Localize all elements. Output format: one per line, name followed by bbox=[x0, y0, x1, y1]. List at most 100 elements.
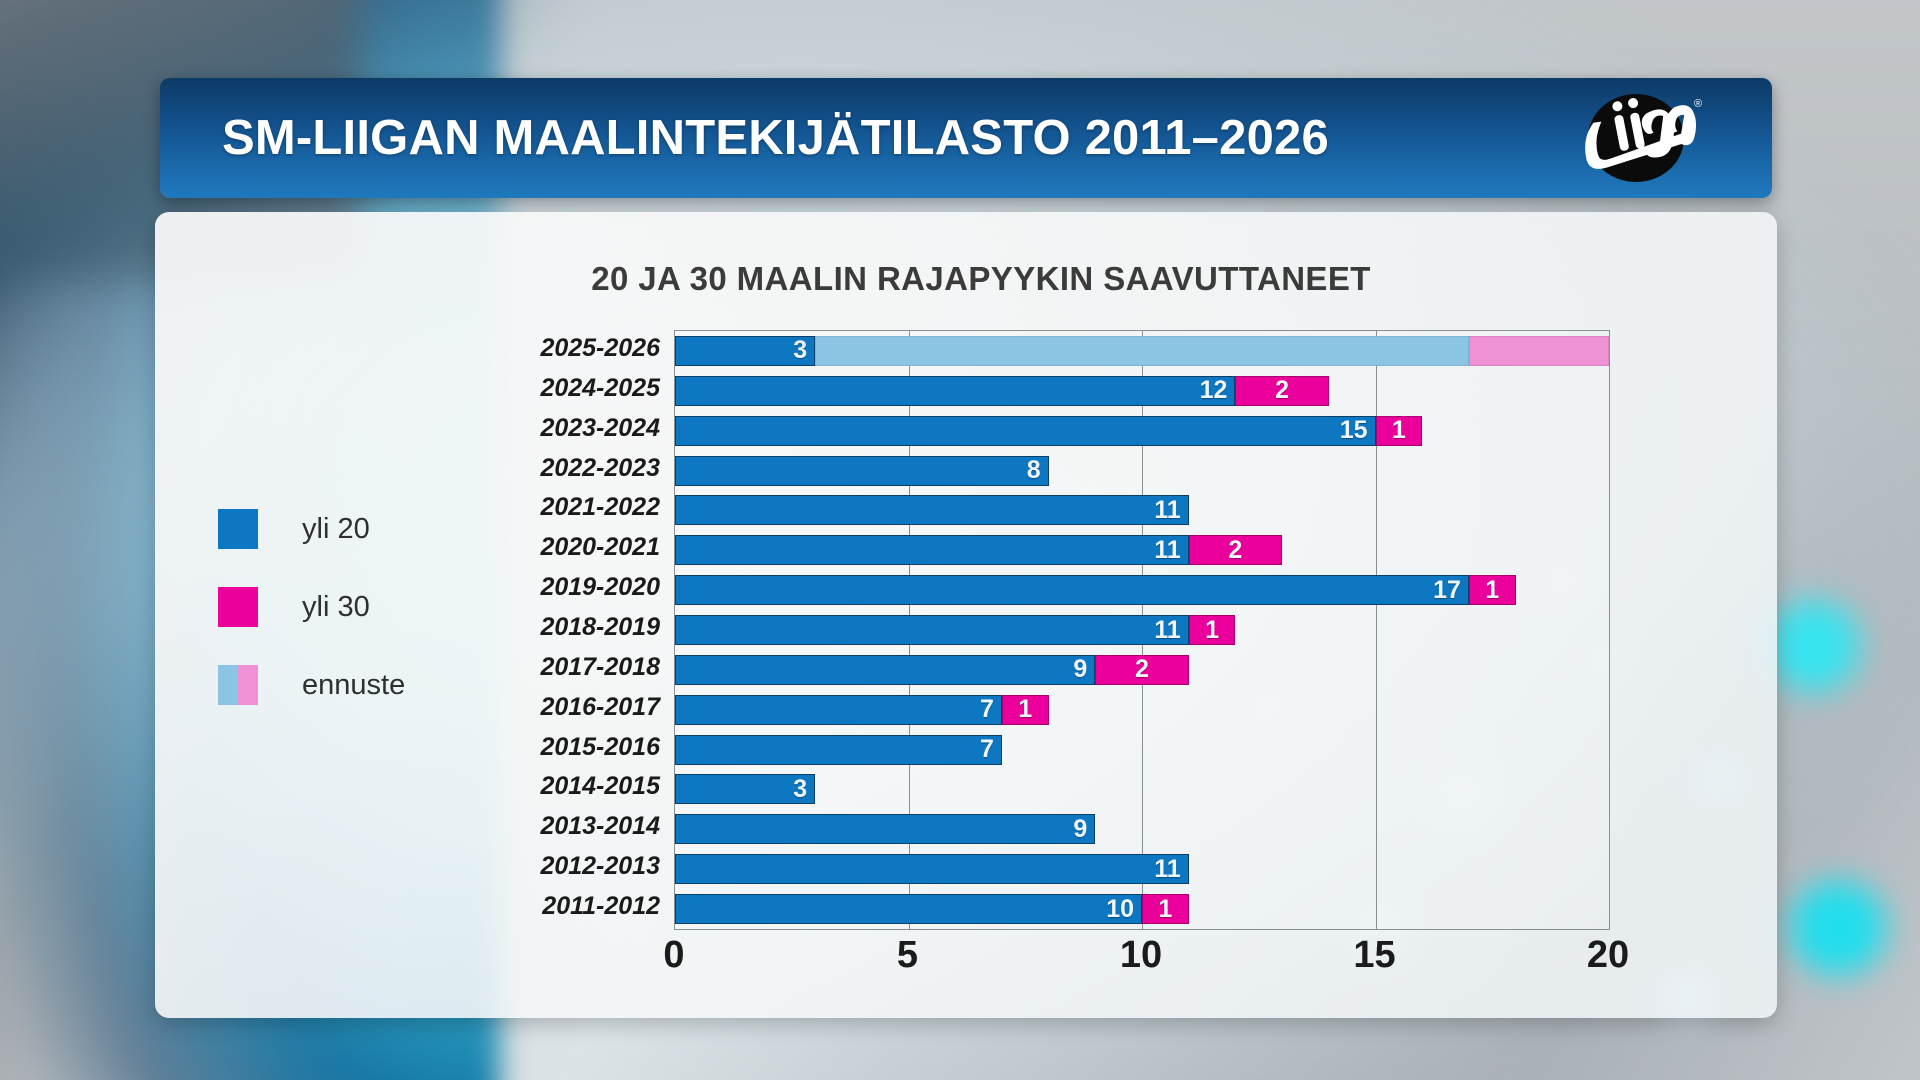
bar-segment-seg30[interactable]: 1 bbox=[1001, 694, 1049, 725]
bar-segment-fc30[interactable] bbox=[1468, 335, 1609, 366]
bar-value-label: 11 bbox=[1154, 854, 1181, 883]
bar-row[interactable]: 15 1 bbox=[675, 415, 1609, 446]
y-axis-tick-label: 2023-2024 bbox=[540, 413, 660, 442]
bar-row[interactable]: 9 bbox=[675, 814, 1609, 845]
bar-segment-seg30[interactable]: 2 bbox=[1095, 654, 1189, 685]
bar-row[interactable]: 17 1 bbox=[675, 575, 1609, 606]
bar-value-label: 8 bbox=[1026, 456, 1041, 485]
legend-label: yli 20 bbox=[302, 512, 370, 545]
bar-value-label: 9 bbox=[1073, 655, 1088, 684]
bar-value-label: 11 bbox=[1154, 535, 1181, 564]
bar-row[interactable]: 11 1 bbox=[675, 615, 1609, 645]
bar-row[interactable]: 12 2 bbox=[675, 375, 1609, 406]
trademark-symbol: ® bbox=[1694, 98, 1702, 110]
legend-swatch-icon bbox=[218, 509, 258, 549]
bar-value-label: 7 bbox=[979, 735, 994, 764]
bar-segment-seg20[interactable]: 7 bbox=[675, 694, 1002, 725]
y-axis-tick-label: 2017-2018 bbox=[540, 652, 660, 681]
bar-value-label: 7 bbox=[979, 695, 994, 724]
legend-item-yli-20[interactable]: yli 20 bbox=[218, 490, 405, 568]
x-axis: 0 5 10 15 20 bbox=[663, 934, 1629, 994]
bar-segment-seg30[interactable]: 2 bbox=[1188, 535, 1283, 566]
legend-item-yli-30[interactable]: yli 30 bbox=[218, 568, 405, 646]
bar-segment-seg20[interactable]: 3 bbox=[675, 335, 816, 366]
y-axis-tick-label: 2011-2012 bbox=[542, 892, 660, 921]
bar-value-label: 12 bbox=[1199, 376, 1228, 405]
bar-segment-seg30[interactable]: 1 bbox=[1375, 415, 1423, 446]
bar-value-label: 10 bbox=[1106, 894, 1134, 923]
bar-value-label: 1 bbox=[1205, 615, 1219, 644]
bar-segment-seg20[interactable]: 11 bbox=[675, 535, 1189, 566]
bar-value-label: 2 bbox=[1275, 376, 1290, 405]
bar-segment-seg30[interactable]: 1 bbox=[1468, 575, 1516, 606]
bar-value-label: 1 bbox=[1158, 894, 1173, 923]
y-axis-tick-label: 2024-2025 bbox=[540, 373, 660, 402]
bar-row[interactable]: 3 bbox=[675, 774, 1609, 805]
y-axis-tick-label: 2020-2021 bbox=[540, 533, 660, 562]
bar-segment-seg20[interactable]: 15 bbox=[675, 415, 1376, 446]
bar-value-label: 1 bbox=[1018, 695, 1033, 724]
liiga-logo: ® bbox=[1585, 94, 1702, 182]
bar-segment-fc20[interactable] bbox=[815, 335, 1469, 366]
bar-segment-seg30[interactable]: 1 bbox=[1188, 615, 1236, 645]
bar-value-label: 1 bbox=[1391, 416, 1406, 445]
bar-value-label: 17 bbox=[1433, 575, 1461, 604]
plot-area: 3 12 2 15 1 8 11 11 2 17 1 11 1 9 2 7 1 7 3 9 11 10 1 bbox=[674, 330, 1610, 930]
bar-segment-seg20[interactable]: 12 bbox=[675, 375, 1236, 406]
bar-segment-seg20[interactable]: 9 bbox=[675, 654, 1096, 685]
y-axis-tick-label: 2012-2013 bbox=[540, 852, 660, 881]
legend-label: yli 30 bbox=[302, 590, 370, 623]
bar-row[interactable]: 11 2 bbox=[675, 535, 1609, 566]
x-axis-tick-label: 5 bbox=[896, 934, 919, 976]
bar-row[interactable]: 3 bbox=[675, 335, 1609, 366]
y-axis-tick-label: 2014-2015 bbox=[540, 772, 660, 801]
bar-value-label: 9 bbox=[1073, 814, 1088, 843]
y-axis-tick-label: 2016-2017 bbox=[540, 692, 660, 721]
bar-row[interactable]: 11 bbox=[675, 495, 1609, 526]
bar-segment-seg30[interactable]: 2 bbox=[1235, 375, 1329, 406]
bar-row[interactable]: 7 bbox=[675, 734, 1609, 765]
y-axis-tick-label: 2025-2026 bbox=[540, 333, 660, 362]
legend-item-ennuste[interactable]: ennuste bbox=[218, 646, 405, 724]
bar-segment-seg20[interactable]: 9 bbox=[675, 814, 1096, 845]
bar-segment-seg20[interactable]: 11 bbox=[675, 495, 1189, 526]
bar-value-label: 11 bbox=[1154, 615, 1181, 644]
bar-segment-seg20[interactable]: 10 bbox=[675, 894, 1142, 925]
bar-segment-seg20[interactable]: 11 bbox=[675, 615, 1189, 645]
y-axis-tick-label: 2019-2020 bbox=[540, 573, 660, 602]
bar-segment-seg20[interactable]: 17 bbox=[675, 575, 1469, 606]
bar-segment-seg20[interactable]: 7 bbox=[675, 734, 1002, 765]
x-axis-tick-label: 15 bbox=[1353, 934, 1396, 976]
bar-rows: 3 12 2 15 1 8 11 11 2 17 1 11 1 9 2 7 1 7 3 9 11 10 1 bbox=[675, 331, 1609, 929]
bar-segment-seg20[interactable]: 11 bbox=[675, 854, 1189, 885]
bar-value-label: 3 bbox=[793, 336, 808, 365]
x-axis-tick-label: 10 bbox=[1119, 934, 1163, 976]
y-axis-labels: 2025-2026 2024-2025 2023-2024 2022-2023 2021… bbox=[0, 330, 674, 928]
y-axis-tick-label: 2015-2016 bbox=[540, 732, 660, 761]
bar-segment-seg20[interactable]: 8 bbox=[675, 455, 1049, 486]
bar-segment-seg30[interactable]: 1 bbox=[1142, 894, 1189, 925]
bar-row[interactable]: 10 1 bbox=[675, 894, 1609, 925]
y-axis-tick-label: 2018-2019 bbox=[540, 613, 660, 641]
bar-value-label: 3 bbox=[793, 774, 808, 803]
bar-row[interactable]: 11 bbox=[675, 854, 1609, 885]
bar-value-label: 11 bbox=[1154, 495, 1181, 524]
y-axis-tick-label: 2022-2023 bbox=[540, 453, 660, 482]
x-axis-tick-label: 0 bbox=[663, 934, 685, 976]
y-axis-tick-label: 2013-2014 bbox=[540, 812, 660, 841]
x-axis-tick-label: 20 bbox=[1586, 934, 1630, 976]
y-axis-tick-label: 2021-2022 bbox=[540, 493, 660, 522]
bar-value-label: 1 bbox=[1485, 575, 1500, 604]
bar-value-label: 15 bbox=[1339, 416, 1368, 445]
bar-row[interactable]: 8 bbox=[675, 455, 1609, 486]
legend-swatch-icon bbox=[218, 587, 258, 627]
title-banner: SM-LIIGAN MAALINTEKIJÄTILASTO 2011–2026 … bbox=[160, 78, 1772, 198]
gridline bbox=[1375, 331, 1377, 929]
chart-title: 20 JA 30 MAALIN RAJAPYYKIN SAAVUTTANEET bbox=[591, 260, 1371, 297]
bokeh-dot bbox=[1790, 880, 1886, 976]
legend-swatch-icon bbox=[218, 665, 258, 705]
bar-segment-seg20[interactable]: 3 bbox=[675, 774, 816, 805]
page-title: SM-LIIGAN MAALINTEKIJÄTILASTO 2011–2026 bbox=[222, 111, 1329, 165]
